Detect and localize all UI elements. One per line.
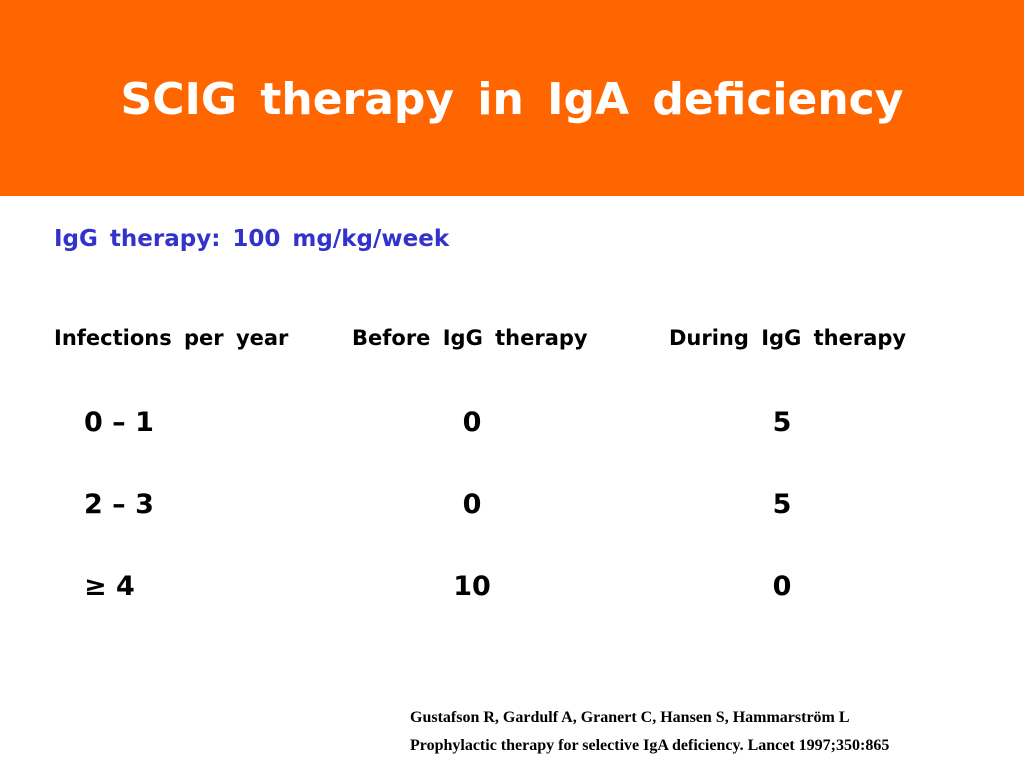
during-value-cell: 5 — [772, 407, 792, 438]
slide-title: SCIG therapy in IgA deficiency — [120, 74, 904, 125]
before-value-cell: 0 — [462, 489, 482, 520]
range-cell: 0 – 1 — [84, 407, 154, 438]
reference-citation: Prophylactic therapy for selective IgA d… — [410, 737, 890, 754]
range-cell: 2 – 3 — [84, 489, 154, 520]
before-value-cell: 0 — [462, 407, 482, 438]
column-header-before: Before IgG therapy — [352, 326, 588, 350]
range-cell: ≥ 4 — [84, 571, 135, 602]
title-banner: SCIG therapy in IgA deficiency — [0, 0, 1024, 196]
column-header-infections: Infections per year — [54, 326, 289, 350]
reference-authors: Gustafson R, Gardulf A, Granert C, Hanse… — [410, 709, 850, 726]
during-value-cell: 5 — [772, 489, 792, 520]
before-value-cell: 10 — [453, 571, 491, 602]
during-value-cell: 0 — [772, 571, 792, 602]
dosage-subtitle: IgG therapy: 100 mg/kg/week — [54, 226, 450, 252]
column-header-during: During IgG therapy — [669, 326, 907, 350]
